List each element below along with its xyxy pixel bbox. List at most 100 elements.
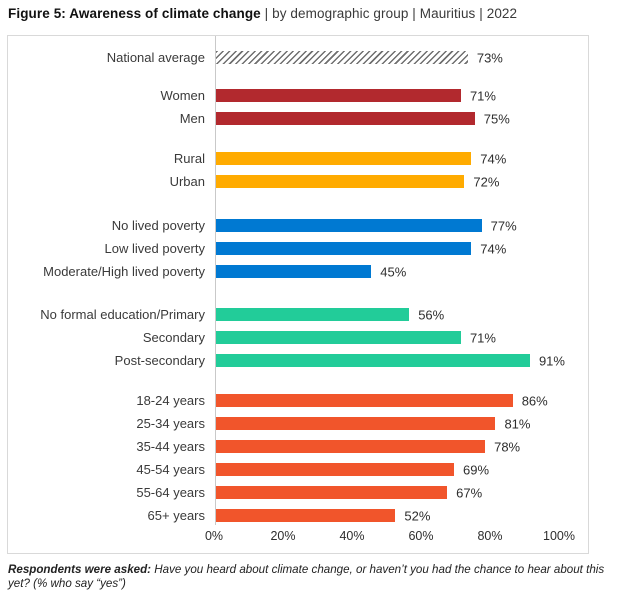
value-label: 67%: [456, 485, 483, 500]
group-spacer: [8, 283, 588, 303]
category-label: Low lived poverty: [104, 241, 205, 256]
bar-zone: 71%: [215, 326, 588, 349]
x-axis-tick-label: 100%: [543, 529, 575, 543]
bar-row: Men 75%: [8, 107, 588, 130]
bar-row: Post-secondary 91%: [8, 349, 588, 372]
category-label: Secondary: [142, 330, 205, 345]
x-axis: 0% 20% 40% 60% 80% 100%: [8, 529, 588, 547]
value-label: 73%: [476, 50, 503, 65]
bar: [216, 175, 465, 188]
value-label: 91%: [538, 353, 565, 368]
bar-rows-container: National average 73% Women 71% Men 75% Rural 74…: [8, 36, 588, 527]
value-label: 74%: [480, 151, 507, 166]
figure-title-subtitle: | by demographic group | Mauritius | 202…: [260, 6, 518, 21]
x-axis-tick-label: 80%: [477, 529, 503, 543]
category-label: 55-64 years: [136, 485, 205, 500]
value-label: 71%: [469, 88, 496, 103]
value-label: 81%: [504, 416, 531, 431]
bar-zone: 69%: [215, 458, 588, 481]
bar-zone: 81%: [215, 412, 588, 435]
bar: [216, 89, 461, 102]
category-label: Men: [179, 111, 205, 126]
bar: [216, 331, 461, 344]
value-label: 69%: [463, 462, 490, 477]
category-label: Post-secondary: [114, 353, 205, 368]
bar: [216, 354, 530, 367]
bar-row: Rural 74%: [8, 147, 588, 170]
footnote-text: Have you heard about climate change, or …: [8, 563, 605, 591]
bar-zone: 78%: [215, 435, 588, 458]
figure-title: Figure 5: Awareness of climate change | …: [8, 6, 628, 21]
bar: [216, 152, 472, 165]
bar: [216, 394, 513, 407]
bar-row: No formal education/Primary 56%: [8, 303, 588, 326]
bar-row: Urban 72%: [8, 170, 588, 193]
bar: [216, 265, 372, 278]
bar: [216, 308, 410, 321]
category-label: 25-34 years: [136, 416, 205, 431]
bar-zone: 74%: [215, 237, 588, 260]
y-axis-baseline: [215, 36, 216, 525]
category-label: National average: [106, 50, 205, 65]
category-label: 18-24 years: [136, 393, 205, 408]
bar: [216, 440, 486, 453]
group-spacer: [8, 372, 588, 389]
bar-zone: 72%: [215, 170, 588, 193]
bar-zone: 52%: [215, 504, 588, 527]
group-spacer: [8, 130, 588, 147]
value-label: 52%: [404, 508, 431, 523]
category-label: 45-54 years: [136, 462, 205, 477]
category-label: 65+ years: [147, 508, 205, 523]
bar-row: Moderate/High lived poverty 45%: [8, 260, 588, 283]
value-label: 72%: [473, 174, 500, 189]
x-axis-tick-label: 20%: [270, 529, 296, 543]
bar-row: National average 73%: [8, 46, 588, 69]
group-spacer: [8, 69, 588, 84]
footnote-lead: Respondents were asked:: [8, 563, 152, 576]
hatched-bar: [216, 51, 468, 64]
footnote: Respondents were asked: Have you heard a…: [8, 563, 626, 592]
bar: [216, 417, 496, 430]
value-label: 78%: [494, 439, 521, 454]
category-label: Rural: [173, 151, 205, 166]
value-label: 77%: [490, 218, 517, 233]
bar-row: Women 71%: [8, 84, 588, 107]
bar: [216, 463, 455, 476]
bar-zone: 74%: [215, 147, 588, 170]
value-label: 71%: [469, 330, 496, 345]
category-label: 35-44 years: [136, 439, 205, 454]
group-spacer: [8, 193, 588, 214]
bar-zone: 86%: [215, 389, 588, 412]
bar-zone: 56%: [215, 303, 588, 326]
value-label: 75%: [483, 111, 510, 126]
value-label: 45%: [380, 264, 407, 279]
bar-zone: 91%: [215, 349, 588, 372]
bar: [216, 112, 475, 125]
bar-zone: 75%: [215, 107, 588, 130]
x-axis-tick-label: 0%: [204, 529, 224, 543]
bar-row: 35-44 years 78%: [8, 435, 588, 458]
value-label: 86%: [521, 393, 548, 408]
category-label: No lived poverty: [111, 218, 205, 233]
value-label: 74%: [480, 241, 507, 256]
bar: [216, 219, 482, 232]
category-label: Urban: [169, 174, 205, 189]
bar: [216, 242, 472, 255]
category-label: No formal education/Primary: [40, 307, 205, 322]
bar-zone: 73%: [215, 46, 588, 69]
x-axis-tick-label: 40%: [339, 529, 365, 543]
figure-title-bold: Figure 5: Awareness of climate change: [8, 6, 261, 21]
bar-row: No lived poverty 77%: [8, 214, 588, 237]
bar: [216, 486, 448, 499]
x-axis-tick-label: 60%: [408, 529, 434, 543]
category-label: Women: [160, 88, 205, 103]
bar-row: Secondary 71%: [8, 326, 588, 349]
bar-row: 55-64 years 67%: [8, 481, 588, 504]
bar-zone: 45%: [215, 260, 588, 283]
bar-row: 45-54 years 69%: [8, 458, 588, 481]
bar-row: 25-34 years 81%: [8, 412, 588, 435]
bar-zone: 71%: [215, 84, 588, 107]
category-label: Moderate/High lived poverty: [43, 264, 205, 279]
bar-zone: 77%: [215, 214, 588, 237]
